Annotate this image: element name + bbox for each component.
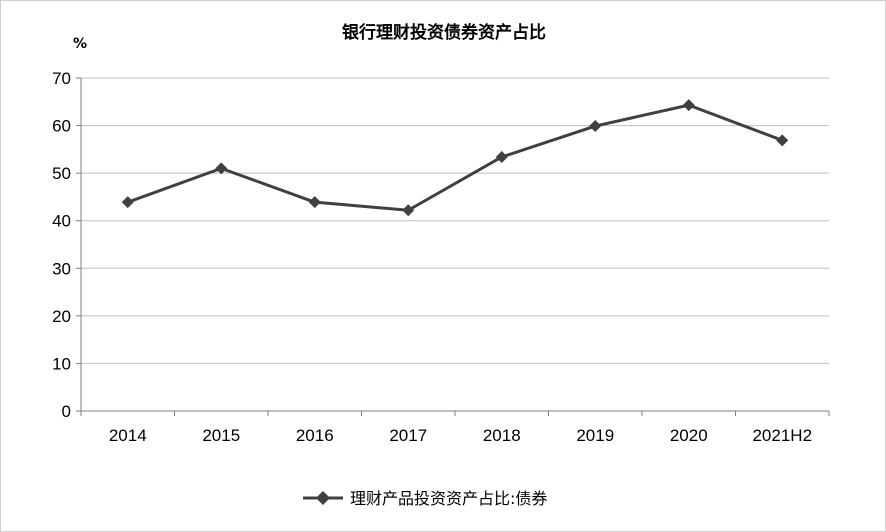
legend: 理财产品投资资产占比:债券 <box>303 489 547 508</box>
chart-title: 银行理财投资债券资产占比 <box>342 22 546 43</box>
x-tick-label: 2017 <box>389 426 427 445</box>
x-tick-label: 2014 <box>109 426 147 445</box>
legend-label: 理财产品投资资产占比:债券 <box>350 489 547 508</box>
y-tick-label: 40 <box>52 212 71 231</box>
series-layer <box>121 99 789 217</box>
y-tick-label: 20 <box>52 307 71 326</box>
gridlines <box>81 77 829 364</box>
x-tick-label: 2021H2 <box>752 426 812 445</box>
axes <box>76 77 830 416</box>
y-axis-unit-label: % <box>73 36 87 52</box>
x-axis-tick-labels: 2014 2015 2016 2017 2018 2019 2020 2021H2 <box>109 426 812 445</box>
x-tick-label: 2019 <box>576 426 614 445</box>
y-tick-label: 30 <box>52 259 71 278</box>
x-tick-label: 2015 <box>202 426 240 445</box>
y-axis-tick-labels: 0 10 20 30 40 50 60 70 <box>52 69 71 421</box>
legend-diamond-marker <box>316 491 330 505</box>
data-point-marker <box>121 196 134 209</box>
x-tick-label: 2020 <box>670 426 708 445</box>
data-point-marker <box>215 162 228 175</box>
data-point-marker <box>308 196 321 209</box>
x-tick-label: 2016 <box>296 426 334 445</box>
x-tick-label: 2018 <box>483 426 521 445</box>
series-line <box>127 103 783 212</box>
data-point-marker <box>776 134 789 147</box>
data-point-marker <box>589 120 602 133</box>
y-tick-label: 70 <box>52 69 71 88</box>
y-tick-label: 10 <box>52 354 71 373</box>
data-point-marker <box>495 150 508 163</box>
data-point-marker <box>682 99 695 112</box>
data-point-marker <box>402 204 415 217</box>
y-tick-label: 50 <box>52 164 71 183</box>
y-tick-label: 0 <box>62 402 71 421</box>
y-tick-label: 60 <box>52 117 71 136</box>
